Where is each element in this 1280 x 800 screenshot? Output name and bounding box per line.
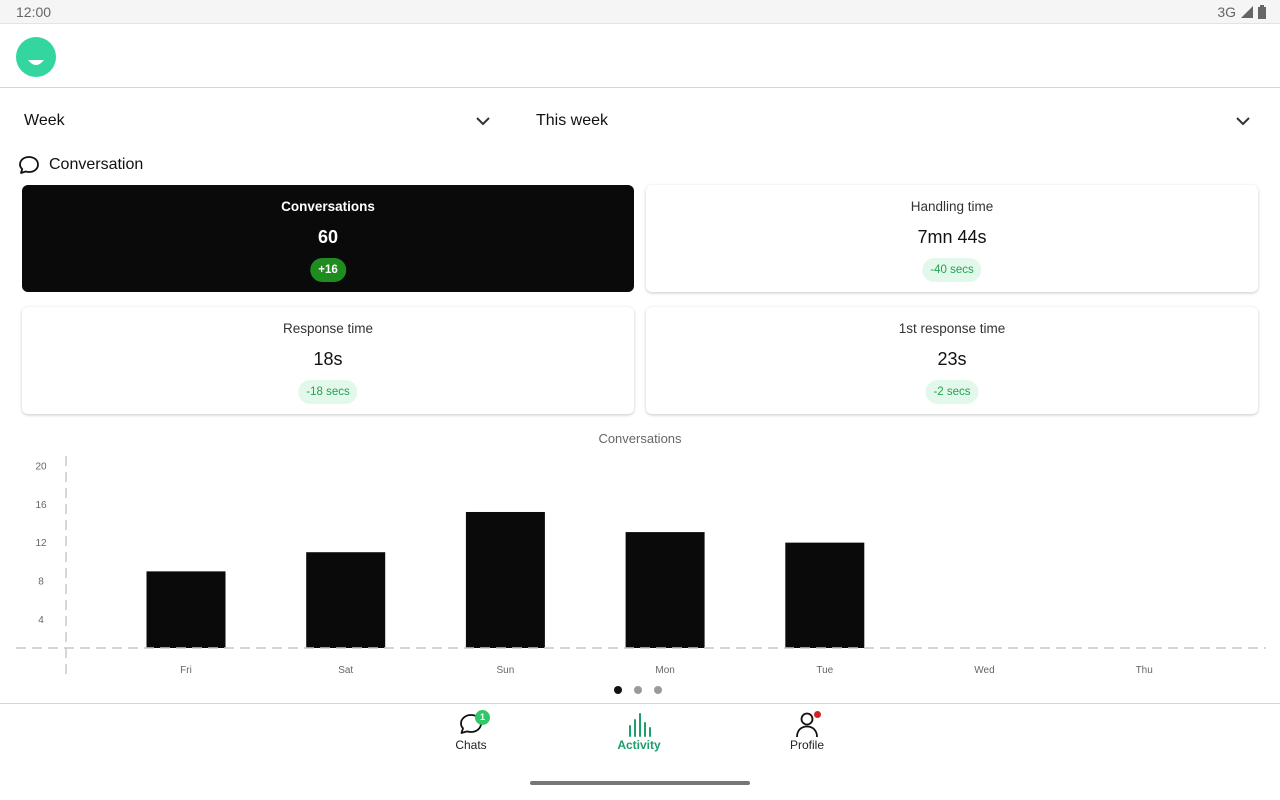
bar-mon bbox=[625, 532, 705, 648]
x-tick-label: Wed bbox=[974, 665, 994, 676]
bar-chart-icon bbox=[629, 713, 651, 737]
nav-chats-icon-wrap: 1 bbox=[431, 710, 511, 738]
first-response-time-card[interactable]: 1st response time 23s -2 secs bbox=[646, 307, 1258, 414]
page-dot[interactable] bbox=[614, 686, 622, 694]
x-tick-label: Tue bbox=[816, 665, 833, 676]
y-tick-label: 12 bbox=[35, 538, 47, 549]
response-time-card[interactable]: Response time 18s -18 secs bbox=[22, 307, 634, 414]
handling-time-card[interactable]: Handling time 7mn 44s -40 secs bbox=[646, 185, 1258, 292]
nav-activity-label: Activity bbox=[617, 738, 661, 752]
status-indicators: 3G bbox=[1217, 4, 1266, 20]
card-delta-badge: -18 secs bbox=[298, 380, 358, 404]
section-heading: Conversation bbox=[18, 154, 143, 176]
home-indicator[interactable] bbox=[530, 781, 750, 785]
profile-notification-dot bbox=[814, 711, 821, 718]
card-value: 18s bbox=[313, 349, 343, 369]
chat-bubble-icon bbox=[19, 156, 39, 174]
bar-sat bbox=[306, 552, 386, 648]
nav-chats[interactable]: 1 Chats bbox=[431, 710, 511, 756]
nav-chats-label: Chats bbox=[455, 738, 487, 752]
chart-title: Conversations bbox=[598, 431, 682, 446]
range-dropdown[interactable]: This week bbox=[536, 100, 1252, 142]
x-tick-label: Sun bbox=[497, 665, 515, 676]
chevron-down-icon bbox=[476, 117, 490, 126]
x-tick-label: Thu bbox=[1136, 665, 1153, 676]
y-tick-label: 4 bbox=[38, 615, 44, 626]
page-dot[interactable] bbox=[634, 686, 642, 694]
network-type: 3G bbox=[1217, 4, 1236, 20]
x-tick-label: Mon bbox=[655, 665, 674, 676]
card-value: 7mn 44s bbox=[917, 227, 987, 247]
bar-fri bbox=[146, 571, 226, 648]
range-dropdown-value: This week bbox=[536, 112, 609, 129]
card-label: Conversations bbox=[281, 199, 375, 214]
bar-sun bbox=[465, 511, 545, 648]
chevron-down-icon bbox=[1236, 117, 1250, 126]
app-bar bbox=[0, 24, 1280, 88]
person-icon bbox=[796, 712, 818, 738]
card-delta-badge: -40 secs bbox=[922, 258, 982, 282]
smile-logo-icon bbox=[28, 60, 44, 65]
card-value: 60 bbox=[317, 227, 339, 247]
conversations-bar-chart: Fri Sat Sun Mon Tue Wed Thu 4 8 12 16 20 bbox=[16, 456, 1266, 678]
section-title: Conversation bbox=[49, 156, 144, 173]
y-tick-label: 8 bbox=[38, 576, 44, 587]
signal-icon bbox=[1241, 6, 1253, 18]
x-tick-label: Sat bbox=[338, 665, 353, 676]
nav-profile-label: Profile bbox=[789, 738, 824, 752]
y-tick-label: 16 bbox=[35, 500, 47, 511]
nav-activity-icon-wrap bbox=[599, 710, 679, 738]
card-delta-badge: +16 bbox=[310, 258, 346, 282]
card-value: 23s bbox=[937, 349, 967, 369]
nav-activity[interactable]: Activity bbox=[599, 710, 679, 756]
conversations-card[interactable]: Conversations 60 +16 bbox=[22, 185, 634, 292]
chats-unread-badge: 1 bbox=[475, 710, 490, 725]
nav-profile[interactable]: Profile bbox=[767, 710, 847, 756]
card-label: Response time bbox=[282, 321, 374, 336]
page-indicator bbox=[614, 686, 662, 694]
card-label: Handling time bbox=[910, 199, 994, 214]
status-time: 12:00 bbox=[16, 4, 52, 20]
page-dot[interactable] bbox=[654, 686, 662, 694]
card-label: 1st response time bbox=[898, 321, 1006, 336]
period-dropdown[interactable]: Week bbox=[24, 100, 492, 142]
status-bar: 12:00 3G bbox=[0, 0, 1280, 24]
x-tick-label: Fri bbox=[180, 665, 192, 676]
period-dropdown-value: Week bbox=[24, 112, 65, 129]
bar-tue bbox=[785, 542, 865, 648]
battery-icon bbox=[1258, 5, 1266, 19]
y-tick-label: 20 bbox=[35, 462, 47, 473]
card-delta-badge: -2 secs bbox=[925, 380, 979, 404]
app-logo bbox=[16, 37, 56, 77]
nav-profile-icon-wrap bbox=[767, 710, 847, 738]
bottom-navigation: 1 Chats Activity Profile bbox=[0, 703, 1280, 800]
